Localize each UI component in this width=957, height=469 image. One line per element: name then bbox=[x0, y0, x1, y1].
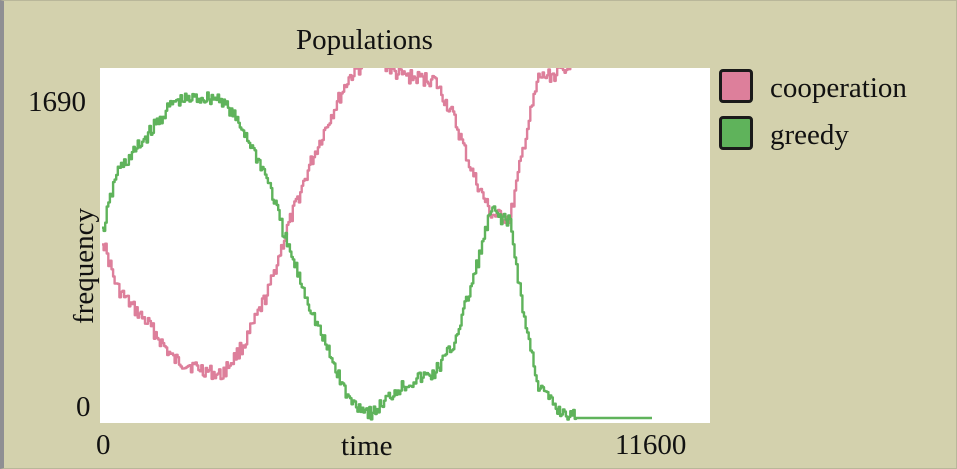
y-tick-label-min: 0 bbox=[76, 391, 91, 423]
legend-item-greedy: greedy bbox=[719, 116, 957, 156]
x-tick-label-min: 0 bbox=[96, 429, 111, 461]
plot-svg bbox=[102, 68, 652, 421]
x-axis-label: time bbox=[341, 430, 393, 462]
series-line-greedy bbox=[102, 91, 652, 421]
y-tick-label-max: 1690 bbox=[28, 86, 86, 118]
y-axis-label: frequency bbox=[68, 208, 100, 324]
legend-swatch-cooperation bbox=[719, 69, 753, 103]
legend-swatch-greedy bbox=[719, 116, 753, 150]
legend-label-cooperation: cooperation bbox=[770, 72, 907, 104]
legend-item-cooperation: cooperation bbox=[719, 69, 957, 109]
legend-label-greedy: greedy bbox=[770, 119, 849, 151]
y-axis-label-container: frequency bbox=[67, 196, 101, 336]
chart-title: Populations bbox=[296, 24, 433, 56]
plot-area bbox=[100, 68, 710, 423]
series-line-cooperation bbox=[102, 68, 572, 381]
x-tick-label-max: 11600 bbox=[615, 429, 687, 461]
